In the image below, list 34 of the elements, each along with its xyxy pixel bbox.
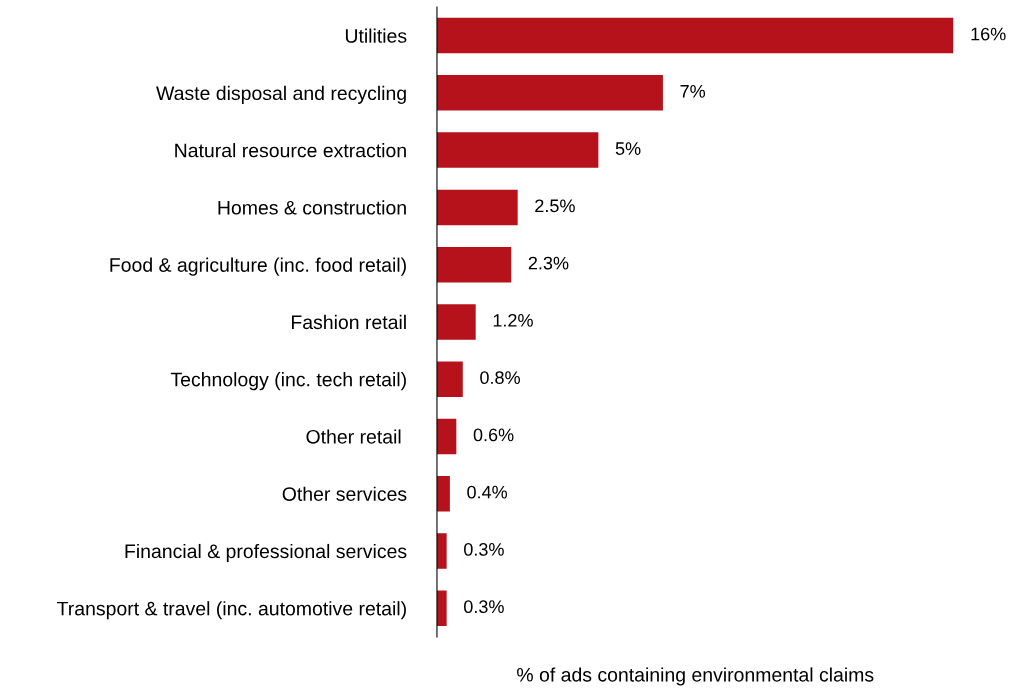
data-label: 0.3% — [464, 600, 504, 614]
data-label: 2.3% — [528, 256, 569, 270]
y-tick-label: Natural resource extraction — [175, 143, 406, 158]
y-tick-label: Transport & travel (inc. automotive retail) — [57, 601, 406, 620]
data-label: 0.3% — [464, 543, 504, 556]
y-tick-label: Technology (inc. tech retail) — [170, 372, 406, 391]
bar — [436, 475, 450, 512]
data-label: 2.5% — [535, 199, 575, 213]
y-tick-label: Utilities — [345, 28, 407, 43]
data-label: 7% — [680, 84, 706, 98]
data-label: 5% — [615, 142, 641, 155]
bar — [436, 17, 954, 54]
y-tick-label: Waste disposal and recycling — [156, 85, 406, 104]
data-label: 16% — [971, 27, 1006, 41]
y-tick-label: Other services — [282, 486, 407, 501]
y-tick-label: Fashion retail — [291, 314, 406, 330]
bar — [436, 75, 663, 111]
x-axis-title: % of ads containing environmental claims — [517, 667, 874, 686]
y-tick-label: Homes & construction — [218, 200, 406, 215]
bar — [436, 132, 599, 168]
bar — [436, 533, 447, 569]
bar — [436, 361, 463, 397]
data-label: 1.2% — [493, 313, 533, 327]
bar — [436, 418, 457, 455]
bar — [436, 304, 476, 340]
bar — [436, 246, 512, 283]
data-label: 0.6% — [473, 428, 514, 442]
data-label: 0.8% — [480, 371, 520, 385]
y-tick-label: Other retail — [306, 429, 401, 444]
y-tick-label: Food & agriculture (inc. food retail) — [110, 257, 406, 276]
bar — [436, 189, 518, 226]
y-tick-label: Financial & professional services — [125, 543, 407, 563]
bar — [436, 590, 447, 626]
data-label: 0.4% — [467, 485, 508, 499]
